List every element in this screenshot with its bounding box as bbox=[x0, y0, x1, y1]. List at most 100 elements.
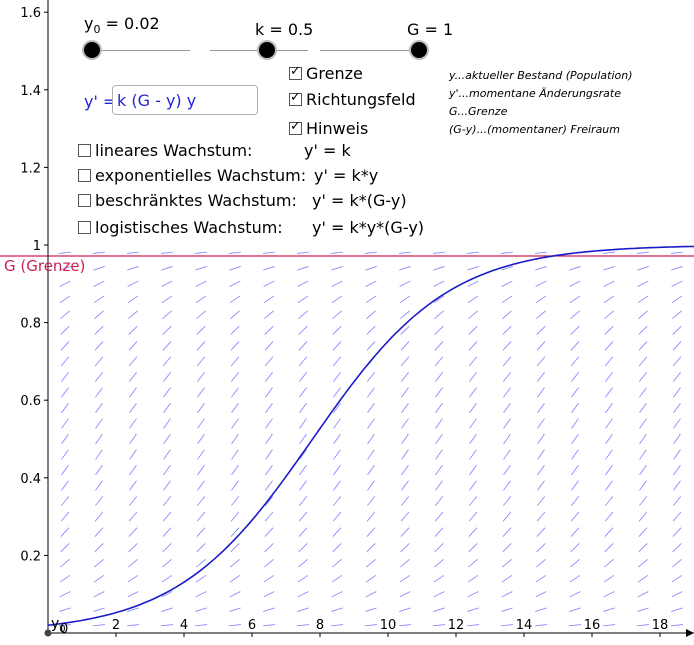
checkbox-richtungsfeld[interactable]: Richtungsfeld bbox=[289, 90, 416, 109]
direction-segment bbox=[94, 527, 104, 537]
direction-segment bbox=[637, 266, 649, 271]
slider-y0-handle[interactable] bbox=[84, 42, 100, 58]
direction-segment bbox=[401, 449, 409, 460]
x-tick-label-10: 10 bbox=[380, 618, 397, 633]
direction-segment bbox=[400, 543, 410, 553]
slider-g-handle[interactable] bbox=[411, 42, 427, 58]
direction-segment bbox=[332, 543, 342, 553]
direction-segment bbox=[95, 387, 103, 398]
checkbox-grenze-box[interactable] bbox=[289, 64, 302, 80]
direction-segment bbox=[160, 624, 174, 627]
direction-segment bbox=[194, 624, 208, 627]
direction-segment bbox=[196, 511, 206, 522]
direction-segment bbox=[637, 295, 649, 304]
direction-segment bbox=[571, 433, 579, 445]
slider-y0-track[interactable] bbox=[92, 50, 190, 51]
direction-segment bbox=[670, 624, 684, 627]
direction-segment bbox=[432, 624, 446, 627]
direction-segment bbox=[264, 341, 274, 351]
direction-segment bbox=[501, 280, 513, 287]
direction-segment bbox=[535, 295, 547, 304]
x-tick-label-14: 14 bbox=[516, 618, 533, 633]
direction-segment bbox=[231, 449, 239, 460]
direction-segment bbox=[639, 387, 647, 398]
direction-segment bbox=[434, 325, 444, 335]
direction-segment bbox=[469, 387, 477, 398]
direction-segment bbox=[604, 356, 614, 367]
model-linear-box[interactable] bbox=[78, 144, 91, 157]
direction-segment bbox=[398, 251, 412, 254]
direction-segment bbox=[672, 371, 682, 382]
direction-segment bbox=[671, 607, 683, 612]
direction-segment bbox=[298, 356, 308, 367]
direction-segment bbox=[605, 464, 613, 476]
model-logistic-box[interactable] bbox=[78, 221, 91, 234]
direction-segment bbox=[161, 607, 173, 612]
direction-segment bbox=[366, 325, 376, 335]
direction-segment bbox=[60, 325, 70, 335]
direction-segment bbox=[298, 527, 308, 537]
direction-segment bbox=[231, 418, 239, 429]
direction-segment bbox=[603, 574, 615, 583]
direction-segment bbox=[604, 341, 614, 351]
model-exponential[interactable]: exponentielles Wachstum: bbox=[78, 166, 306, 185]
direction-segment bbox=[61, 449, 69, 460]
direction-segment bbox=[570, 325, 580, 335]
direction-segment bbox=[61, 402, 69, 414]
direction-segment bbox=[433, 280, 445, 287]
checkbox-richtungsfeld-box[interactable] bbox=[289, 90, 302, 106]
direction-segment bbox=[638, 325, 648, 335]
direction-segment bbox=[95, 480, 103, 491]
direction-segment bbox=[60, 371, 70, 382]
direction-segment bbox=[638, 558, 648, 568]
direction-segment bbox=[434, 527, 444, 537]
model-linear[interactable]: lineares Wachstum: bbox=[78, 141, 252, 160]
direction-segment bbox=[129, 418, 137, 429]
direction-segment bbox=[264, 496, 274, 507]
direction-segment bbox=[638, 527, 648, 537]
direction-segment bbox=[366, 310, 376, 320]
equation-input[interactable]: k (G - y) y bbox=[112, 85, 258, 115]
direction-segment bbox=[570, 496, 580, 507]
direction-segment bbox=[637, 280, 649, 287]
direction-segment bbox=[127, 574, 139, 583]
model-logistic[interactable]: logistisches Wachstum: bbox=[78, 218, 283, 237]
direction-segment bbox=[434, 371, 444, 382]
checkbox-hinweis-box[interactable] bbox=[289, 119, 302, 135]
direction-segment bbox=[435, 480, 443, 491]
direction-segment bbox=[332, 310, 342, 320]
direction-segment bbox=[501, 574, 513, 583]
direction-segment bbox=[639, 402, 647, 414]
direction-segment bbox=[400, 325, 410, 335]
direction-segment bbox=[263, 280, 275, 287]
direction-segment bbox=[638, 341, 648, 351]
checkbox-grenze[interactable]: Grenze bbox=[289, 64, 363, 83]
slider-g-label: G = 1 bbox=[407, 20, 454, 39]
x-tick-label-4: 4 bbox=[180, 618, 188, 633]
direction-segment bbox=[230, 356, 240, 367]
direction-segment bbox=[92, 251, 106, 254]
direction-segment bbox=[503, 387, 511, 398]
direction-segment bbox=[61, 433, 69, 445]
direction-segment bbox=[536, 325, 546, 335]
direction-segment bbox=[298, 496, 308, 507]
slider-k-handle[interactable] bbox=[259, 42, 275, 58]
direction-segment bbox=[434, 543, 444, 553]
direction-segment bbox=[501, 591, 513, 598]
slider-g-track[interactable] bbox=[320, 50, 420, 51]
checkbox-hinweis[interactable]: Hinweis bbox=[289, 119, 368, 138]
y0-point[interactable] bbox=[44, 629, 52, 637]
direction-segment bbox=[536, 341, 546, 351]
direction-segment bbox=[59, 280, 71, 287]
direction-segment bbox=[399, 574, 411, 583]
direction-segment bbox=[468, 527, 478, 537]
direction-segment bbox=[671, 280, 683, 287]
model-bounded[interactable]: beschränktes Wachstum: bbox=[78, 191, 297, 210]
direction-segment bbox=[366, 496, 376, 507]
model-exponential-box[interactable] bbox=[78, 169, 91, 182]
direction-segment bbox=[503, 449, 511, 460]
direction-segment bbox=[603, 591, 615, 598]
direction-segment bbox=[298, 341, 308, 351]
model-bounded-box[interactable] bbox=[78, 194, 91, 207]
